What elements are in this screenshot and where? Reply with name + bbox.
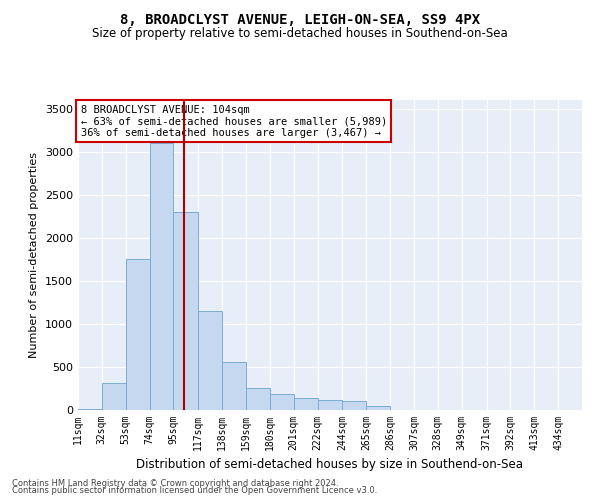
- Bar: [293, 398, 317, 410]
- Bar: [102, 384, 125, 410]
- Text: Size of property relative to semi-detached houses in Southend-on-Sea: Size of property relative to semi-detach…: [92, 28, 508, 40]
- Bar: [173, 212, 199, 410]
- Bar: [246, 388, 270, 410]
- Text: Contains HM Land Registry data © Crown copyright and database right 2024.: Contains HM Land Registry data © Crown c…: [12, 478, 338, 488]
- Bar: [125, 260, 149, 410]
- Text: 8, BROADCLYST AVENUE, LEIGH-ON-SEA, SS9 4PX: 8, BROADCLYST AVENUE, LEIGH-ON-SEA, SS9 …: [120, 12, 480, 26]
- Text: Contains public sector information licensed under the Open Government Licence v3: Contains public sector information licen…: [12, 486, 377, 495]
- Bar: [222, 362, 246, 410]
- X-axis label: Distribution of semi-detached houses by size in Southend-on-Sea: Distribution of semi-detached houses by …: [137, 458, 523, 471]
- Bar: [78, 408, 102, 410]
- Y-axis label: Number of semi-detached properties: Number of semi-detached properties: [29, 152, 40, 358]
- Bar: [317, 400, 343, 410]
- Bar: [270, 394, 293, 410]
- Bar: [199, 311, 222, 410]
- Text: 8 BROADCLYST AVENUE: 104sqm
← 63% of semi-detached houses are smaller (5,989)
36: 8 BROADCLYST AVENUE: 104sqm ← 63% of sem…: [80, 104, 387, 138]
- Bar: [343, 402, 367, 410]
- Bar: [149, 143, 173, 410]
- Bar: [367, 406, 390, 410]
